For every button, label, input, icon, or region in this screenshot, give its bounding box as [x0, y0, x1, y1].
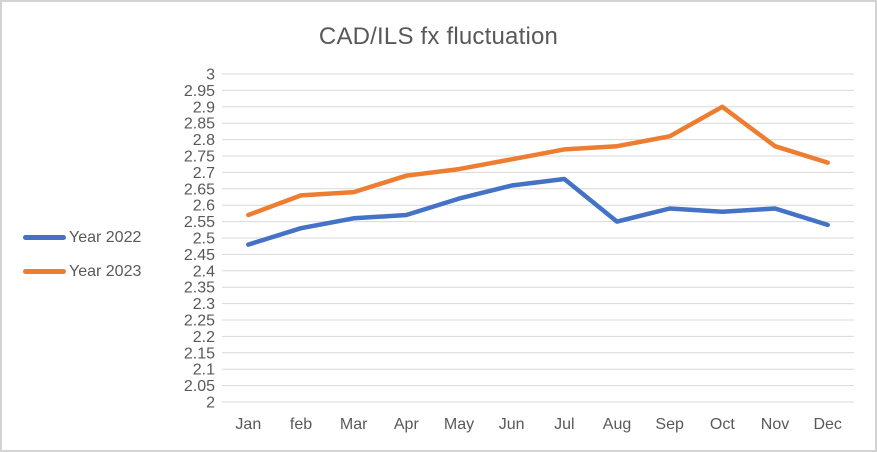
x-axis-tick-label: Jan: [235, 416, 261, 433]
y-axis-tick-label: 2.65: [184, 181, 215, 198]
x-axis-tick-label: Jun: [499, 416, 525, 433]
x-axis-tick-label: Sep: [655, 416, 684, 433]
legend-label: Year 2023: [69, 262, 142, 280]
legend-label: Year 2022: [69, 228, 142, 246]
chart-title: CAD/ILS fx fluctuation: [318, 23, 559, 50]
y-axis-tick-label: 2.4: [193, 263, 215, 280]
y-axis-tick-label: 2.7: [193, 165, 215, 182]
legend-series-swatch-icon: [23, 269, 66, 274]
legend-series-swatch-icon: [23, 235, 66, 240]
y-axis-tick-label: 2.75: [184, 149, 215, 166]
legend-item: Year 2023: [23, 262, 141, 281]
y-axis-tick-label: 2.5: [193, 231, 215, 248]
y-axis-tick-label: 2.55: [184, 214, 215, 231]
y-axis-tick-label: 2.9: [193, 99, 215, 116]
x-axis-tick-label: Dec: [813, 416, 841, 433]
x-axis-tick-label: Apr: [394, 416, 420, 433]
series-line-year-2022: [246, 176, 830, 247]
x-axis-tick-label: Oct: [710, 416, 735, 433]
y-axis-tick-label: 2.8: [193, 132, 215, 149]
y-axis-tick-label: 2.1: [193, 362, 215, 379]
y-axis-tick-label: 2.35: [184, 280, 215, 297]
y-axis-tick-label: 2.05: [184, 378, 215, 395]
series-line-year-2023: [246, 104, 830, 218]
x-axis-tick-label: Nov: [761, 416, 789, 433]
y-axis-tick-label: 2.15: [184, 345, 215, 362]
y-axis-tick-label: 2.6: [193, 198, 215, 215]
y-axis-tick-label: 2: [206, 395, 215, 412]
x-axis-tick-label: feb: [290, 416, 312, 433]
y-axis-tick-label: 2.95: [184, 83, 215, 100]
x-axis-tick-label: Aug: [603, 416, 631, 433]
y-axis-tick-label: 3: [206, 67, 215, 84]
legend-item: Year 2022: [23, 228, 141, 247]
chart-legend: Year 2022 Year 2023: [23, 228, 141, 281]
y-axis-tick-label: 2.85: [184, 116, 215, 133]
y-axis-tick-label: 2.25: [184, 313, 215, 330]
x-axis-tick-label: Mar: [340, 416, 368, 433]
y-axis-tick-label: 2.3: [193, 296, 215, 313]
y-axis-tick-label: 2.2: [193, 329, 215, 346]
x-axis-tick-label: Jul: [554, 416, 574, 433]
y-axis-tick-label: 2.45: [184, 247, 215, 264]
x-axis-tick-label: May: [444, 416, 474, 433]
